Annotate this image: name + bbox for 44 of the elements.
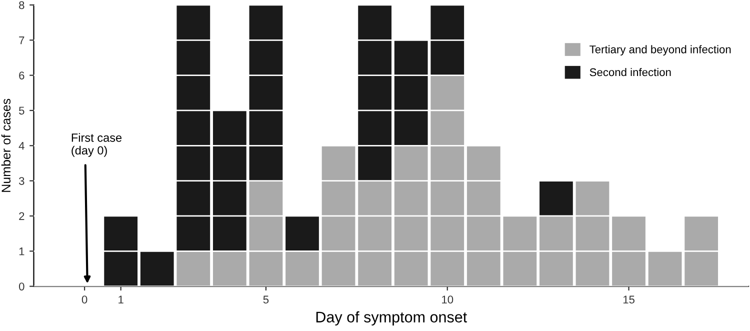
bar [430,4,464,76]
annotation: First case (day 0) [72,133,122,157]
bar [286,251,319,286]
legend-label: Second infection [590,68,671,76]
bar [612,216,646,286]
bar [540,216,573,286]
bar [648,251,682,286]
bar [212,251,246,286]
y-axis-title: Number of cases [1,98,11,192]
x-tick-label: 15 [623,296,634,304]
bar [358,4,392,181]
bar [286,216,319,252]
y-tick-label: 0 [18,282,24,290]
bar [212,110,246,252]
y-tick-label: 4 [18,142,24,150]
y-tick-label: 2 [19,212,24,220]
bar [576,180,610,286]
bar [684,216,718,286]
x-tick-label: 1 [118,296,124,304]
bar [249,180,283,286]
bar [104,216,138,286]
y-tick-label: 8 [19,1,24,10]
y-tick-label: 3 [18,177,24,185]
x-tick-label: 10 [442,296,454,304]
bar [466,146,500,286]
bar [358,180,392,286]
y-tick-label: 7 [19,36,24,44]
y-tick-label: 5 [18,106,24,115]
bar [140,251,174,286]
x-tick-label: 5 [263,296,269,304]
legend-label: Tertiary and beyond infection [590,45,731,56]
bar [540,180,573,216]
bar [503,216,537,286]
bar [394,40,428,146]
y-tick-label: 1 [19,248,24,256]
bar [394,146,428,286]
y-tick-label: 6 [19,72,24,80]
bar [322,146,356,286]
bar [176,4,210,252]
bar [176,251,210,286]
bar [430,75,464,286]
bar [249,4,283,181]
x-tick-label: 0 [82,296,88,304]
x-axis-title: Day of symptom onset [316,311,468,326]
